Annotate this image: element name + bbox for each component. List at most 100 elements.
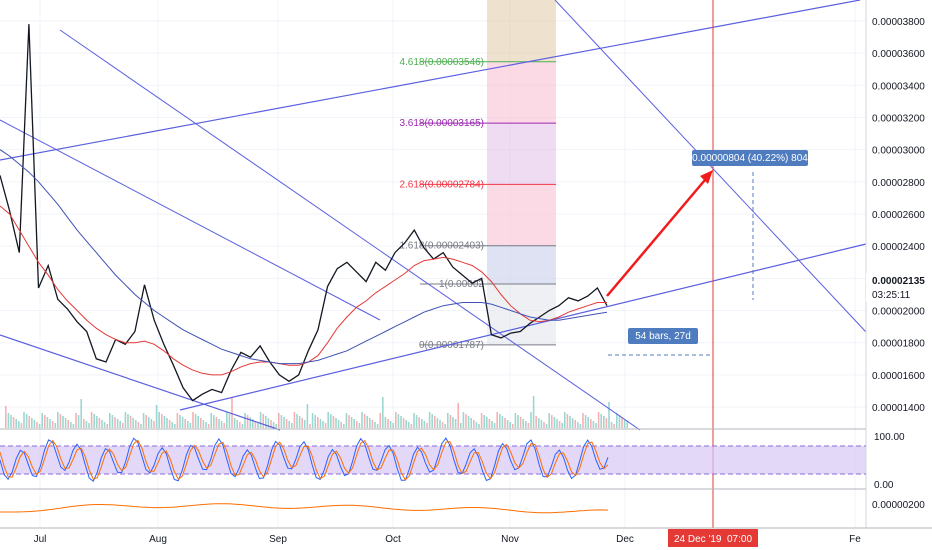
fib-zone [487,123,556,185]
rsi-tick-100: 100.00 [874,432,905,443]
volume-bar [564,412,566,428]
volume-bar [449,415,452,428]
fib-zone [487,61,556,124]
volume-bar [436,418,439,428]
volume-bar [592,421,595,428]
volume-bar [181,417,184,428]
volume-bar [532,396,535,428]
volume-bar [431,414,433,428]
rsi-d-line [0,439,609,481]
volume-bar [384,417,387,428]
volume-bar [509,422,511,428]
volume-bar [233,418,236,428]
volume-bar [473,420,475,428]
y-tick-label: 0.00003000 [872,146,925,157]
volume-bar [259,412,262,428]
rsi-band [0,446,866,474]
series-line-2 [0,149,608,365]
volume-bar [327,412,329,428]
y-tick-label: 0.00003400 [872,81,925,92]
volume-bar [231,398,233,428]
volume-bar [426,423,428,428]
y-tick-label: 0.00001800 [872,339,925,350]
volume-bar [491,421,493,428]
lower-trend-line [0,334,281,431]
volume-bar [506,420,509,428]
volume-bar [59,414,62,428]
measure-label-box: 0.00000804 (40.22%) 804 [692,150,808,166]
volume-bar [148,417,150,428]
volume-bar [467,416,470,428]
volume-bar [28,416,30,428]
volume-bar [226,412,228,428]
fib-zone [487,184,556,246]
volume-bar [176,413,179,428]
volume-bar [335,418,337,428]
volume-bar [142,413,145,428]
volume-bar [444,424,446,428]
volume-bar [517,415,519,428]
volume-bar [236,420,238,428]
volume-bar [582,413,584,428]
bars-label-box: 54 bars, 27d [628,328,698,344]
volume-bar [470,418,472,428]
volume-bar [522,419,524,428]
volume-bar [155,405,158,428]
volume-bar [166,418,168,428]
volume-bar [514,413,517,428]
volume-bar [85,421,88,428]
volume-bar [301,418,303,428]
volume-bar [189,423,192,428]
volume-bar [267,418,270,428]
x-tick-label: Dec [616,534,634,545]
annotations: 0.00000804 (40.22%) 804 54 bars, 27d [606,0,808,528]
volume-bar [361,412,363,428]
volume-bar [613,424,615,428]
volume-bar [548,413,550,428]
volume-bar [291,423,293,428]
volume-bar [556,419,558,428]
volume-bar [265,416,267,428]
x-tick-label: Jul [34,534,47,545]
volume-bar [38,424,41,428]
volume-bar [5,406,7,428]
descending-line-3 [0,119,381,321]
volume-bar [512,424,514,428]
fib-zone [487,245,556,284]
volume-bar [12,417,15,428]
volume-bar [101,420,103,428]
volume-bar [7,413,10,428]
volume-bar [254,421,257,428]
volume-bar [525,421,527,428]
volume-bar [579,424,582,428]
volume-bar [553,417,556,428]
volume-bar [25,414,28,428]
volume-bar [262,414,264,428]
volume-bar [574,420,576,428]
support-line [179,243,867,411]
y-tick-label: 0.00001600 [872,371,925,382]
volume-bar [122,423,124,428]
price-axis: 0.00003800 0.00003600 0.00003400 0.00003200… [865,0,925,528]
volume-bar [356,421,358,428]
volume-bar [486,417,488,428]
volume-bar [439,420,441,428]
volume-bar [244,413,246,428]
volume-bar [83,419,85,428]
volume-bar [129,416,132,428]
x-tick-label: Aug [149,534,167,545]
volume-bar [584,415,587,428]
rsi-k-line [0,437,609,482]
volume-bar [194,414,197,428]
volume-bar [387,419,389,428]
current-price: 0.00002135 [872,276,925,287]
volume-bar [345,413,348,428]
volume-bar [20,423,23,428]
y-tick-label: 0.00002600 [872,210,925,221]
volume-bar [98,418,101,428]
volume-bar [551,415,553,428]
volume-bar [571,418,574,428]
volume-bar [600,414,602,428]
volume-bar [447,413,449,428]
volume-bar [57,412,59,428]
